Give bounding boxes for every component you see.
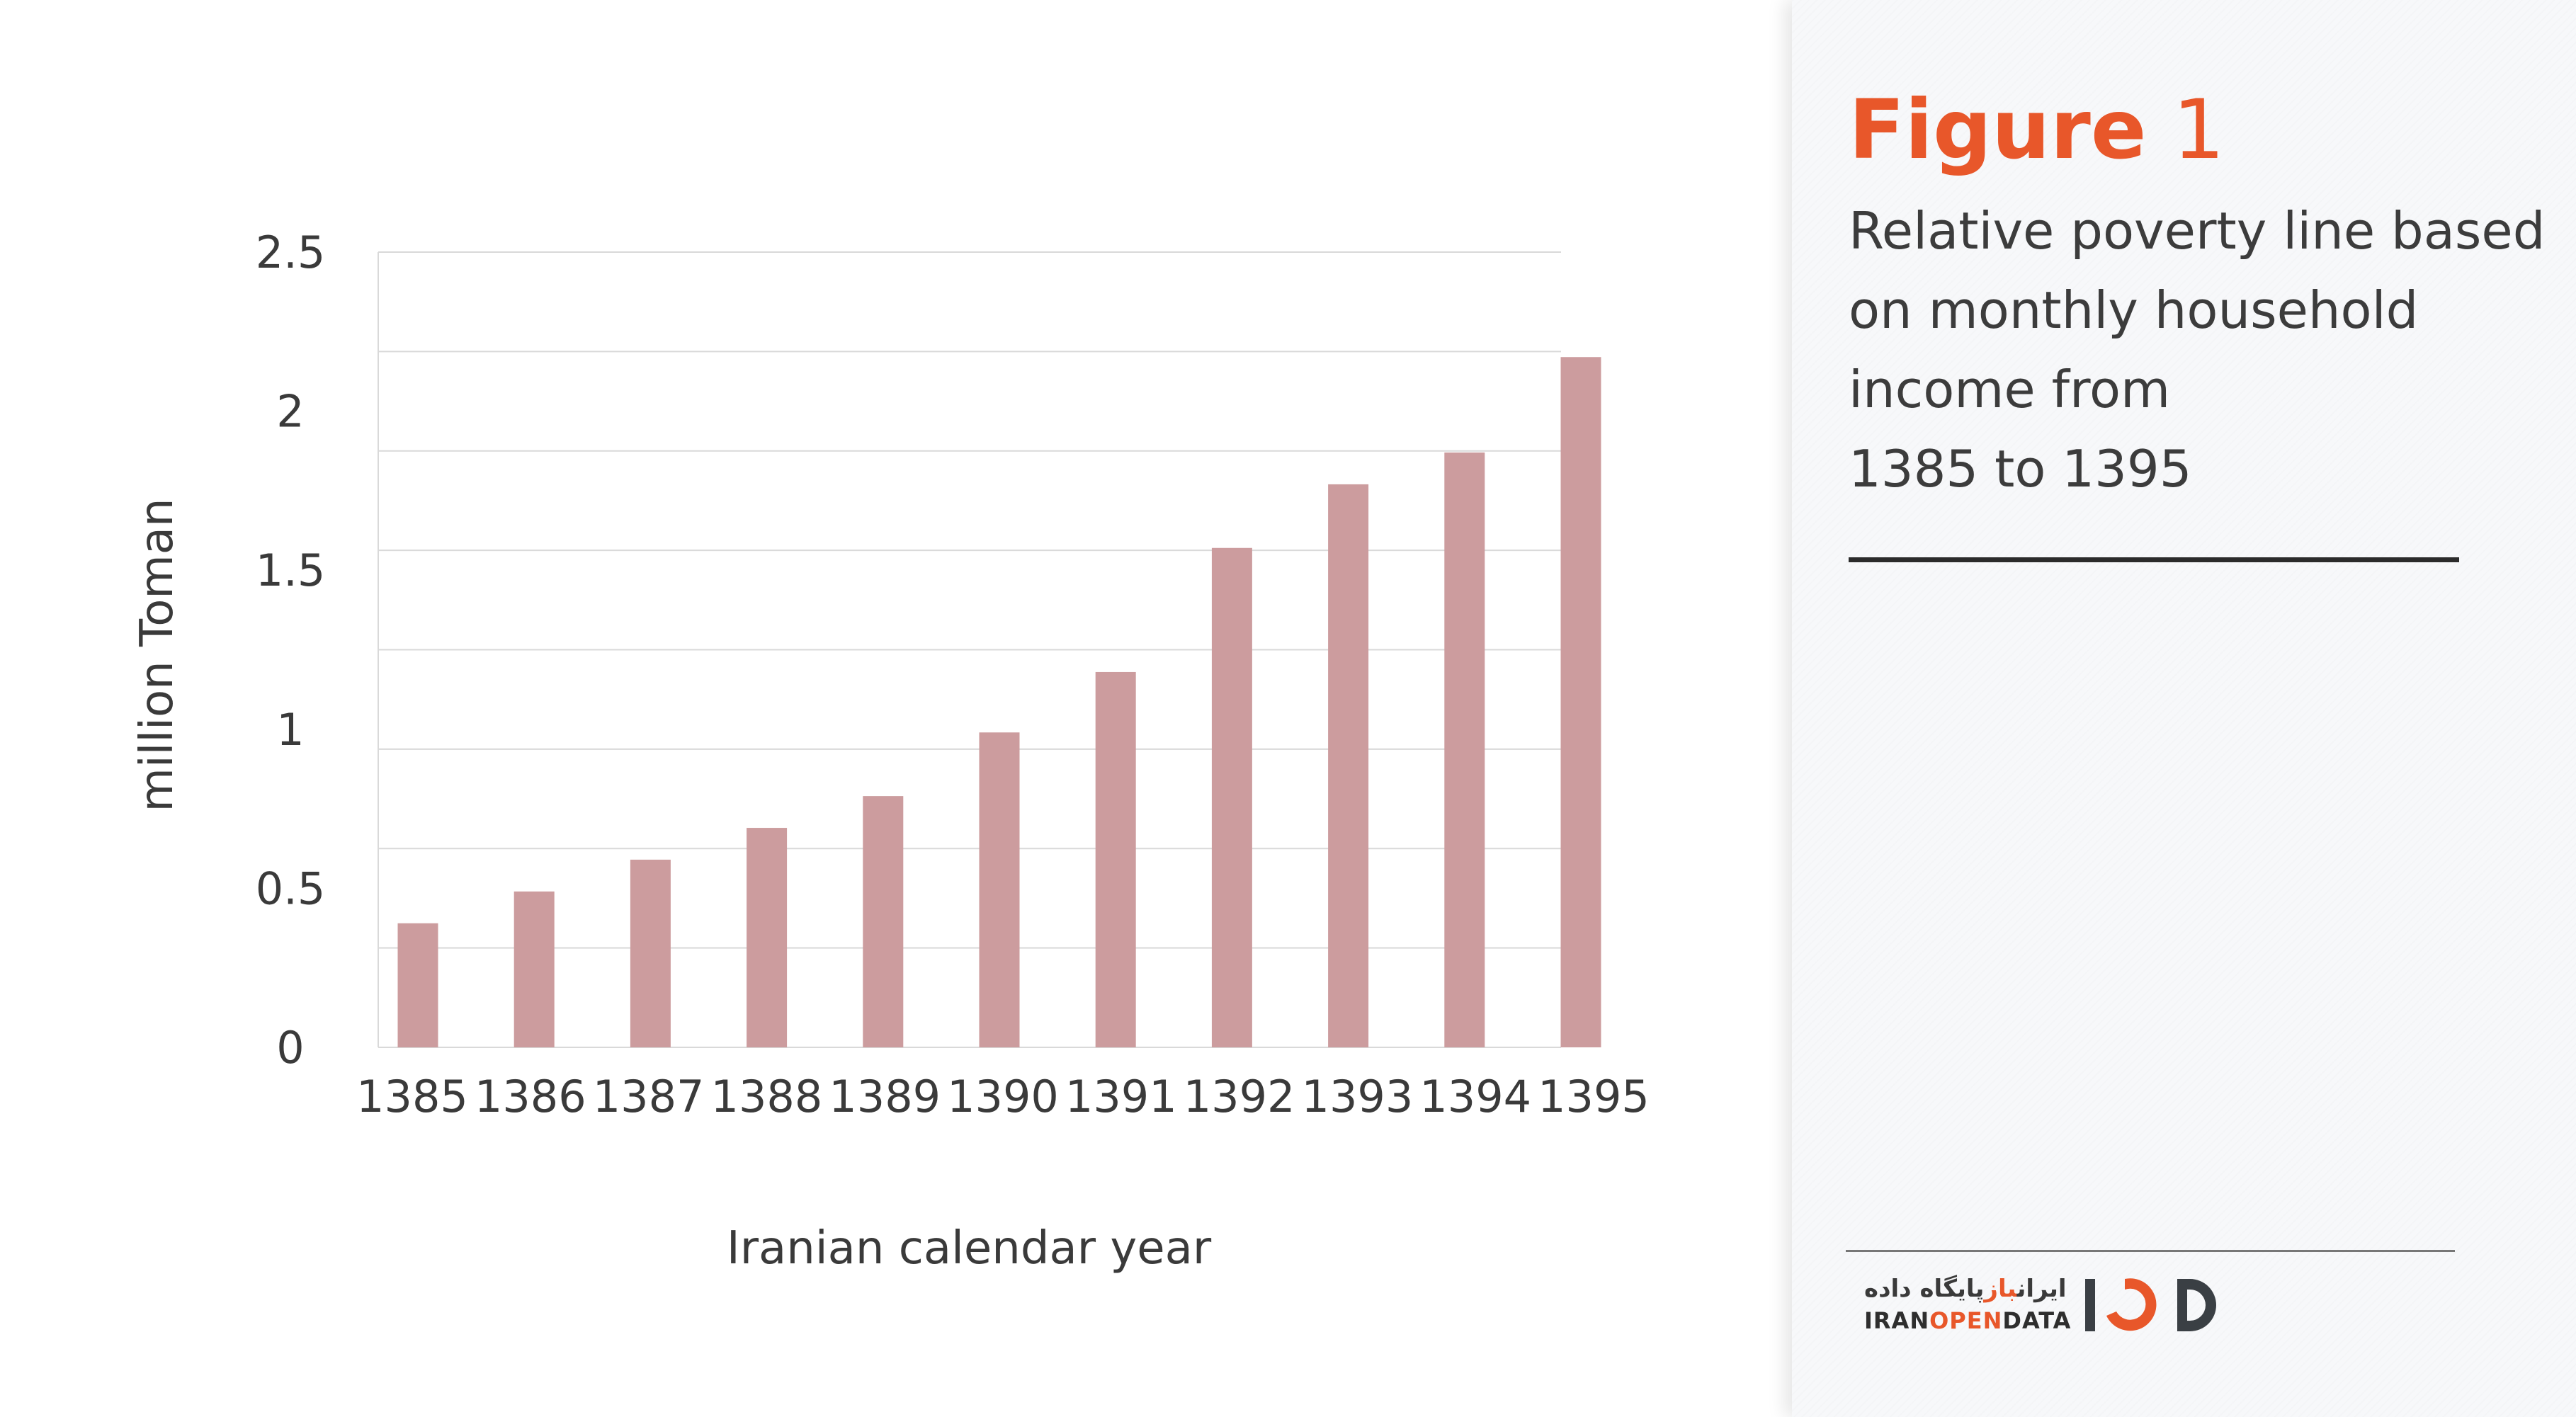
bars bbox=[397, 357, 1601, 1048]
x-axis-ticks: 1385 1386 1387 1388 1389 1390 1391 1392 1393 1394… bbox=[356, 1071, 1650, 1122]
logo-persian-prefix: پایگاه داده bbox=[1864, 1275, 1985, 1303]
description-line: Relative poverty line based bbox=[1849, 201, 2546, 261]
logo-latin-prefix: IRAN bbox=[1864, 1307, 1930, 1334]
description-line: on monthly household bbox=[1849, 280, 2419, 340]
logo-latin-text: IRANOPENDATA bbox=[1864, 1307, 2071, 1334]
x-tick-label: 1390 bbox=[947, 1071, 1059, 1122]
y-tick-label: 0.5 bbox=[256, 863, 326, 914]
side-panel: Figure 1 Relative poverty line based on … bbox=[1792, 0, 2576, 1417]
y-axis-ticks: 0 0.5 1 1.5 2 2.5 bbox=[256, 227, 326, 1074]
bar-1388 bbox=[747, 828, 788, 1047]
x-tick-label: 1395 bbox=[1538, 1071, 1650, 1122]
footer-divider bbox=[1846, 1250, 2455, 1252]
y-axis-title: million Toman bbox=[131, 498, 183, 812]
bar-1387 bbox=[630, 859, 671, 1047]
bar-1394 bbox=[1444, 452, 1485, 1047]
bar-1389 bbox=[863, 796, 904, 1047]
bar-1386 bbox=[514, 891, 555, 1047]
x-tick-label: 1387 bbox=[593, 1071, 705, 1122]
x-tick-label: 1385 bbox=[356, 1071, 468, 1122]
bar-1390 bbox=[979, 732, 1020, 1047]
description-line: 1385 to 1395 bbox=[1849, 439, 2192, 499]
y-tick-label: 2.5 bbox=[256, 227, 326, 278]
bar-1393 bbox=[1328, 484, 1369, 1047]
x-tick-label: 1391 bbox=[1065, 1071, 1177, 1122]
figure-description: Relative poverty line based on monthly h… bbox=[1849, 191, 2557, 508]
logo-persian-text: ایرانبازپایگاه داده bbox=[1864, 1275, 2067, 1303]
chart-area: 0 0.5 1 1.5 2 2.5 1385 1386 1387 1388 1389 1390 139… bbox=[131, 227, 1650, 1275]
figure-heading: Figure 1 bbox=[1849, 85, 2225, 176]
logo-persian-suffix: ایران bbox=[2016, 1275, 2067, 1303]
bar-chart: 00.511.522.5 1385 1386 1387 1388 1389 1390 139… bbox=[131, 227, 1650, 1275]
y-tick-label: 0 bbox=[276, 1022, 304, 1074]
title-divider bbox=[1849, 557, 2459, 562]
iran-open-data-logo: ایرانبازپایگاه داده IRANOPENDATA bbox=[1864, 1275, 2402, 1338]
x-tick-label: 1386 bbox=[475, 1071, 586, 1122]
bar-1392 bbox=[1211, 547, 1252, 1047]
x-axis-title: Iranian calendar year bbox=[727, 1222, 1212, 1275]
x-tick-label: 1394 bbox=[1419, 1071, 1531, 1122]
x-tick-label: 1389 bbox=[829, 1071, 941, 1122]
logo-latin-suffix: DATA bbox=[2002, 1307, 2072, 1334]
figure-word: Figure bbox=[1849, 82, 2147, 178]
logo-persian-accent: باز bbox=[1984, 1275, 2017, 1303]
y-tick-label: 1 bbox=[276, 704, 304, 756]
x-tick-label: 1393 bbox=[1302, 1071, 1414, 1122]
iod-logo-mark-icon bbox=[2085, 1278, 2216, 1331]
description-line: income from bbox=[1849, 360, 2171, 419]
x-tick-label: 1388 bbox=[711, 1071, 823, 1122]
logo-latin-accent: OPEN bbox=[1929, 1307, 2003, 1334]
x-tick-label: 1392 bbox=[1184, 1071, 1295, 1122]
y-tick-label: 2 bbox=[276, 386, 304, 438]
bar-1395 bbox=[1560, 357, 1601, 1048]
bar-1385 bbox=[397, 923, 438, 1047]
figure-number: 1 bbox=[2172, 82, 2225, 178]
bar-1391 bbox=[1095, 671, 1136, 1047]
grid-lines bbox=[378, 251, 1561, 1048]
y-tick-label: 1.5 bbox=[256, 545, 326, 596]
